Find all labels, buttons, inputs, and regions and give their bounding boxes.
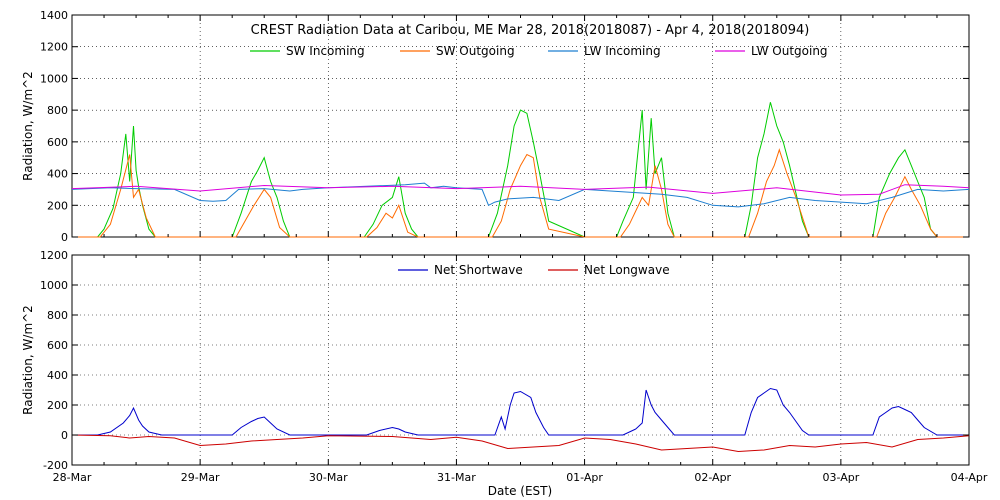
top-legend: SW Incoming SW Outgoing LW Incoming LW Outg… bbox=[250, 44, 828, 58]
y-tick-label: 800 bbox=[47, 309, 68, 322]
bottom-gridlines bbox=[72, 255, 969, 465]
x-tick-label: 28-Mar bbox=[53, 471, 92, 484]
series-line-net-sw bbox=[72, 387, 969, 436]
legend-label: SW Incoming bbox=[286, 44, 365, 58]
y-tick-label: 400 bbox=[47, 168, 68, 181]
y-tick-label: 1400 bbox=[40, 9, 68, 22]
x-tick-label: 01-Apr bbox=[566, 471, 603, 484]
series-line-sw-out bbox=[72, 148, 969, 238]
x-tick-label: 31-Mar bbox=[437, 471, 476, 484]
top-series-lines bbox=[71, 102, 970, 238]
y-tick-label: 400 bbox=[47, 369, 68, 382]
bottom-y-axis-label: Radiation, W/m^2 bbox=[21, 305, 35, 415]
top-y-ticks: 0 200 400 600 800 1000 1200 1400 bbox=[40, 9, 969, 244]
legend-label: LW Outgoing bbox=[751, 44, 828, 58]
top-y-axis-label: Radiation, W/m^2 bbox=[21, 71, 35, 181]
y-tick-label: -200 bbox=[43, 459, 68, 472]
y-tick-label: 600 bbox=[47, 339, 68, 352]
y-tick-label: 600 bbox=[47, 136, 68, 149]
x-tick-label: 03-Apr bbox=[822, 471, 859, 484]
x-tick-label: 04-Apr bbox=[951, 471, 988, 484]
top-panel: 0 200 400 600 800 1000 1200 1400 CREST Radiatio… bbox=[21, 9, 970, 244]
x-tick-label: 30-Mar bbox=[309, 471, 348, 484]
legend-label: SW Outgoing bbox=[436, 44, 515, 58]
y-tick-label: 200 bbox=[47, 199, 68, 212]
bottom-y-ticks: -200 0 200 400 600 800 1000 1200 bbox=[40, 249, 969, 472]
x-axis-label: Date (EST) bbox=[488, 484, 552, 498]
bottom-legend: Net Shortwave Net Longwave bbox=[398, 263, 670, 277]
bottom-x-ticks: 28-Mar 29-Mar 30-Mar 31-Mar 01-Apr 02-Apr 03-A… bbox=[53, 255, 988, 484]
y-tick-label: 1000 bbox=[40, 72, 68, 85]
bottom-panel: -200 0 200 400 600 800 1000 1200 28-Mar 29-Mar 30… bbox=[21, 249, 988, 498]
y-tick-label: 200 bbox=[47, 399, 68, 412]
chart-title: CREST Radiation Data at Caribou, ME Mar … bbox=[251, 23, 810, 38]
legend-label: Net Longwave bbox=[584, 263, 670, 277]
y-tick-label: 1200 bbox=[40, 41, 68, 54]
top-plot-frame bbox=[71, 14, 970, 238]
bottom-plot-frame bbox=[71, 254, 970, 466]
series-line-net-lw bbox=[71, 434, 970, 453]
y-tick-label: 0 bbox=[61, 231, 68, 244]
legend-label: LW Incoming bbox=[584, 44, 661, 58]
x-tick-label: 02-Apr bbox=[694, 471, 731, 484]
top-x-ticks bbox=[71, 15, 970, 237]
y-tick-label: 0 bbox=[61, 429, 68, 442]
y-tick-label: 1000 bbox=[40, 279, 68, 292]
series-line-lw-in bbox=[71, 182, 970, 208]
series-line-lw-out bbox=[71, 184, 970, 196]
y-tick-label: 800 bbox=[47, 104, 68, 117]
x-tick-label: 29-Mar bbox=[181, 471, 220, 484]
legend-label: Net Shortwave bbox=[434, 263, 523, 277]
bottom-series-lines bbox=[71, 387, 970, 453]
y-tick-label: 1200 bbox=[40, 249, 68, 262]
